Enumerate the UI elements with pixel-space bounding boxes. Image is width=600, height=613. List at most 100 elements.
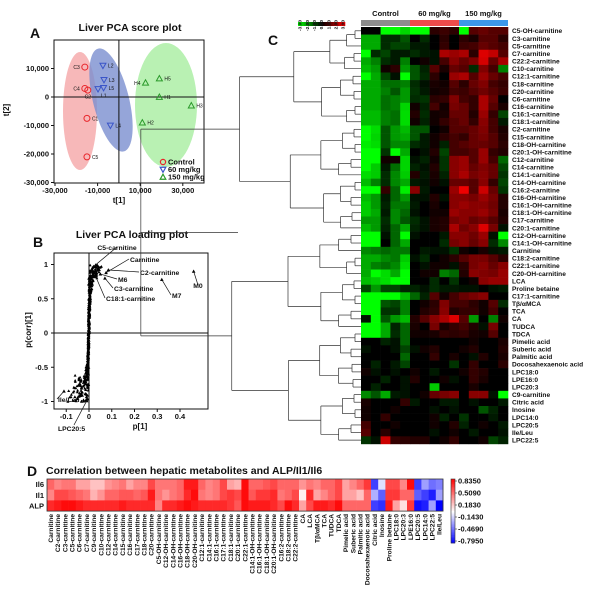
heatmap-cell <box>468 27 479 35</box>
correlation-column-label: C17:1-carnitine <box>221 514 228 562</box>
heatmap-cell <box>390 42 401 51</box>
heatmap-cell <box>488 406 499 414</box>
correlation-row-label: ALP <box>29 501 44 510</box>
heatmap-cell <box>390 155 401 164</box>
heatmap-cell <box>390 360 401 369</box>
correlation-cell <box>198 489 206 501</box>
loading-point <box>87 341 91 344</box>
legend-marker <box>159 172 167 180</box>
correlation-cell <box>111 500 120 512</box>
correlation-cell <box>248 500 257 512</box>
loading-point <box>87 344 91 348</box>
heatmap-cell <box>380 406 391 414</box>
score-plot-title: Liver PCA score plot <box>79 22 182 34</box>
row-label: C18:1-OH-carnitine <box>512 210 572 217</box>
color-scale-swatch <box>451 490 455 493</box>
loading-point <box>73 395 77 398</box>
correlation-cell <box>219 479 228 490</box>
correlation-column-label: C16-carnitine <box>127 514 134 556</box>
heatmap-cell <box>410 140 421 149</box>
heatmap-cell <box>459 299 470 308</box>
correlation-cell <box>277 479 285 490</box>
heatmap-cell <box>370 299 381 308</box>
loading-point <box>76 388 80 392</box>
heatmap-cell <box>390 390 401 399</box>
heatmap-cell <box>380 299 391 308</box>
heatmap-cell <box>410 201 421 210</box>
heatmap-cell <box>449 390 460 399</box>
heatmap-cell <box>429 413 440 422</box>
score-point-label: C2 <box>85 95 92 101</box>
heatmap-cell <box>498 330 509 339</box>
heatmap-cell <box>370 186 381 195</box>
color-scale-swatch <box>451 487 455 489</box>
color-scale-tick: -1.00 <box>312 20 318 31</box>
heatmap-cell <box>498 383 509 392</box>
heatmap-cell <box>468 436 479 445</box>
correlation-cell <box>435 479 444 490</box>
heatmap-cell <box>439 155 450 164</box>
heatmap-cell <box>459 428 470 437</box>
heatmap-cell <box>370 428 381 437</box>
heatmap-cell <box>449 148 460 157</box>
loading-point <box>86 356 90 360</box>
heatmap-cell <box>459 315 470 323</box>
heatmap-cell <box>380 231 391 240</box>
loading-point <box>78 382 82 386</box>
x-tick-label: 0.2 <box>129 412 139 421</box>
color-scale-swatch <box>451 535 455 537</box>
heatmap-cell <box>459 72 470 81</box>
loading-point <box>97 270 101 274</box>
heatmap-cell <box>478 398 489 407</box>
heatmap-cell <box>478 148 489 157</box>
heatmap-cell <box>419 413 430 422</box>
correlation-cell <box>320 479 329 490</box>
heatmap-cell <box>439 148 450 157</box>
heatmap-cell <box>498 413 509 422</box>
heatmap-cell <box>380 254 391 263</box>
heatmap-cell <box>449 57 460 66</box>
heatmap-cell <box>429 390 440 399</box>
heatmap-cell <box>419 110 430 119</box>
heatmap-cell <box>478 178 489 187</box>
row-label: C18-OH-carnitine <box>512 142 566 149</box>
heatmap-cell <box>400 163 411 172</box>
correlation-cell <box>212 500 221 512</box>
color-scale-swatch <box>451 531 455 534</box>
loading-point <box>87 314 91 318</box>
heatmap-cell <box>361 27 372 35</box>
color-scale-swatch <box>307 22 311 26</box>
heatmap-cell <box>449 34 460 43</box>
correlation-column-label: C15-carnitine <box>120 514 127 556</box>
loading-point <box>89 277 93 281</box>
correlation-column-label: Pimelic acid <box>343 514 350 552</box>
correlation-cell <box>75 479 84 490</box>
heatmap-cell <box>429 80 440 88</box>
heatmap-cell <box>439 269 450 278</box>
heatmap-cell <box>449 292 460 301</box>
loading-point <box>85 373 89 377</box>
correlation-column-label: C14-carnitine <box>113 514 120 556</box>
heatmap-cell <box>390 102 401 111</box>
loading-point <box>87 289 91 293</box>
heatmap-cell <box>390 375 401 384</box>
heatmap-cell <box>361 436 372 445</box>
correlation-cell <box>320 489 329 501</box>
x-tick-label: -10,000 <box>85 186 110 195</box>
heatmap-cell <box>488 95 499 104</box>
row-label: C14:1-OH-carnitine <box>512 240 572 247</box>
heatmap-cell <box>400 80 411 88</box>
heatmap-cell <box>370 360 381 369</box>
heatmap-cell <box>400 315 411 323</box>
heatmap-cell <box>488 133 499 141</box>
heatmap-cell <box>468 254 479 263</box>
heatmap-cell <box>498 72 509 81</box>
heatmap-cell <box>429 337 440 346</box>
row-label: C22:1-carnitine <box>512 263 560 270</box>
correlation-cell <box>363 500 372 512</box>
heatmap-cell <box>449 277 460 286</box>
heatmap-cell <box>439 352 450 361</box>
correlation-cell <box>169 479 177 490</box>
heatmap-cell <box>400 390 411 399</box>
heatmap-cell <box>390 163 401 172</box>
